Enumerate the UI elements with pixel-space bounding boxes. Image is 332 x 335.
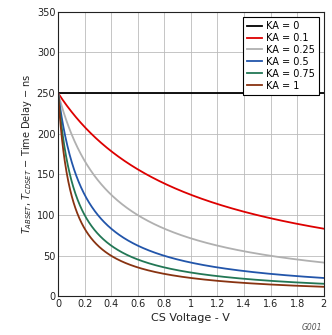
KA = 0 [233,91,237,95]
KA = 0.5 [256,271,260,275]
KA = 0.5 [56,91,60,95]
Y-axis label: $T_{ABSET}$, $T_{CDSET}$ − Time Delay − ns: $T_{ABSET}$, $T_{CDSET}$ − Time Delay − … [20,74,34,234]
KA = 0.25 [233,248,237,252]
KA = 0.5 [176,258,180,262]
KA = 0.5 [212,265,216,269]
Line: KA = 1: KA = 1 [58,93,324,287]
KA = 1 [176,274,180,278]
KA = 1 [256,282,260,286]
KA = 0.75 [322,282,326,286]
KA = 0.75 [212,274,216,278]
KA = 0.1 [176,188,180,192]
KA = 0 [176,91,180,95]
KA = 0.25 [56,91,60,95]
Text: G001: G001 [301,323,322,332]
KA = 0.25 [124,205,128,209]
KA = 0.1 [256,213,260,217]
KA = 0.5 [233,268,237,272]
KA = 0 [124,91,128,95]
KA = 0.5 [124,238,128,242]
KA = 0 [322,91,326,95]
KA = 0 [56,91,60,95]
X-axis label: CS Voltage - V: CS Voltage - V [151,314,230,323]
KA = 0.5 [103,221,107,225]
KA = 0 [212,91,216,95]
KA = 0.75 [256,278,260,282]
KA = 0.1 [322,227,326,231]
KA = 0.25 [212,243,216,247]
KA = 0.1 [103,144,107,148]
KA = 0.25 [256,252,260,256]
KA = 0.1 [124,160,128,164]
Legend: KA = 0, KA = 0.1, KA = 0.25, KA = 0.5, KA = 0.75, KA = 1: KA = 0, KA = 0.1, KA = 0.25, KA = 0.5, K… [243,17,319,95]
KA = 0.25 [103,187,107,191]
KA = 0.25 [176,232,180,236]
KA = 0.25 [322,261,326,265]
KA = 0 [256,91,260,95]
KA = 0.1 [56,91,60,95]
KA = 1 [56,91,60,95]
KA = 0.5 [322,276,326,280]
Line: KA = 0.25: KA = 0.25 [58,93,324,263]
KA = 1 [233,280,237,284]
KA = 0.1 [212,201,216,205]
KA = 0.75 [124,253,128,257]
Line: KA = 0.5: KA = 0.5 [58,93,324,278]
KA = 1 [103,250,107,254]
KA = 0.1 [233,207,237,211]
Line: KA = 0.1: KA = 0.1 [58,93,324,229]
KA = 1 [124,261,128,265]
KA = 0.75 [56,91,60,95]
KA = 1 [322,285,326,289]
KA = 0.75 [103,239,107,243]
KA = 0.75 [233,276,237,280]
Line: KA = 0.75: KA = 0.75 [58,93,324,284]
KA = 0.75 [176,268,180,272]
KA = 0 [103,91,107,95]
KA = 1 [212,279,216,283]
